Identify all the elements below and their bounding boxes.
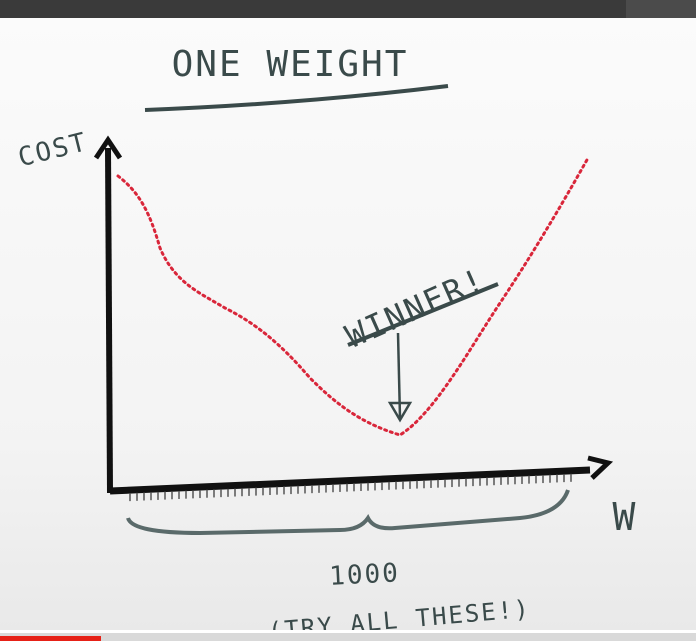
range-brace: [126, 489, 570, 536]
video-top-bar: [0, 0, 696, 18]
try-all-note: (TRY ALL THESE!): [267, 595, 532, 630]
cost-curve: [116, 156, 590, 437]
x-axis-label: W: [613, 495, 638, 539]
y-axis-label: COST: [15, 127, 91, 173]
x-axis: [109, 466, 591, 495]
y-axis-arrow-icon: [93, 135, 123, 160]
video-progress-bar[interactable]: [0, 633, 696, 641]
x-axis-arrow-icon: [587, 455, 614, 480]
video-top-right: [626, 0, 696, 18]
diagram-title: ONE WEIGHT: [172, 44, 409, 85]
winner-arrow-shaft: [396, 332, 402, 419]
count-label: 1000: [329, 558, 401, 592]
x-axis-ticks: [129, 473, 572, 502]
winner-arrow-head-icon: [387, 401, 413, 423]
video-progress-fill: [0, 636, 101, 641]
winner-annotation: WINNER!: [340, 260, 491, 355]
y-axis: [105, 147, 113, 494]
title-underline: [144, 84, 449, 112]
cost-curve-diagram: ONE WEIGHT COST W WINNER! 1000 (TRY ALL …: [15, 44, 638, 630]
winner-underline: [347, 282, 499, 347]
